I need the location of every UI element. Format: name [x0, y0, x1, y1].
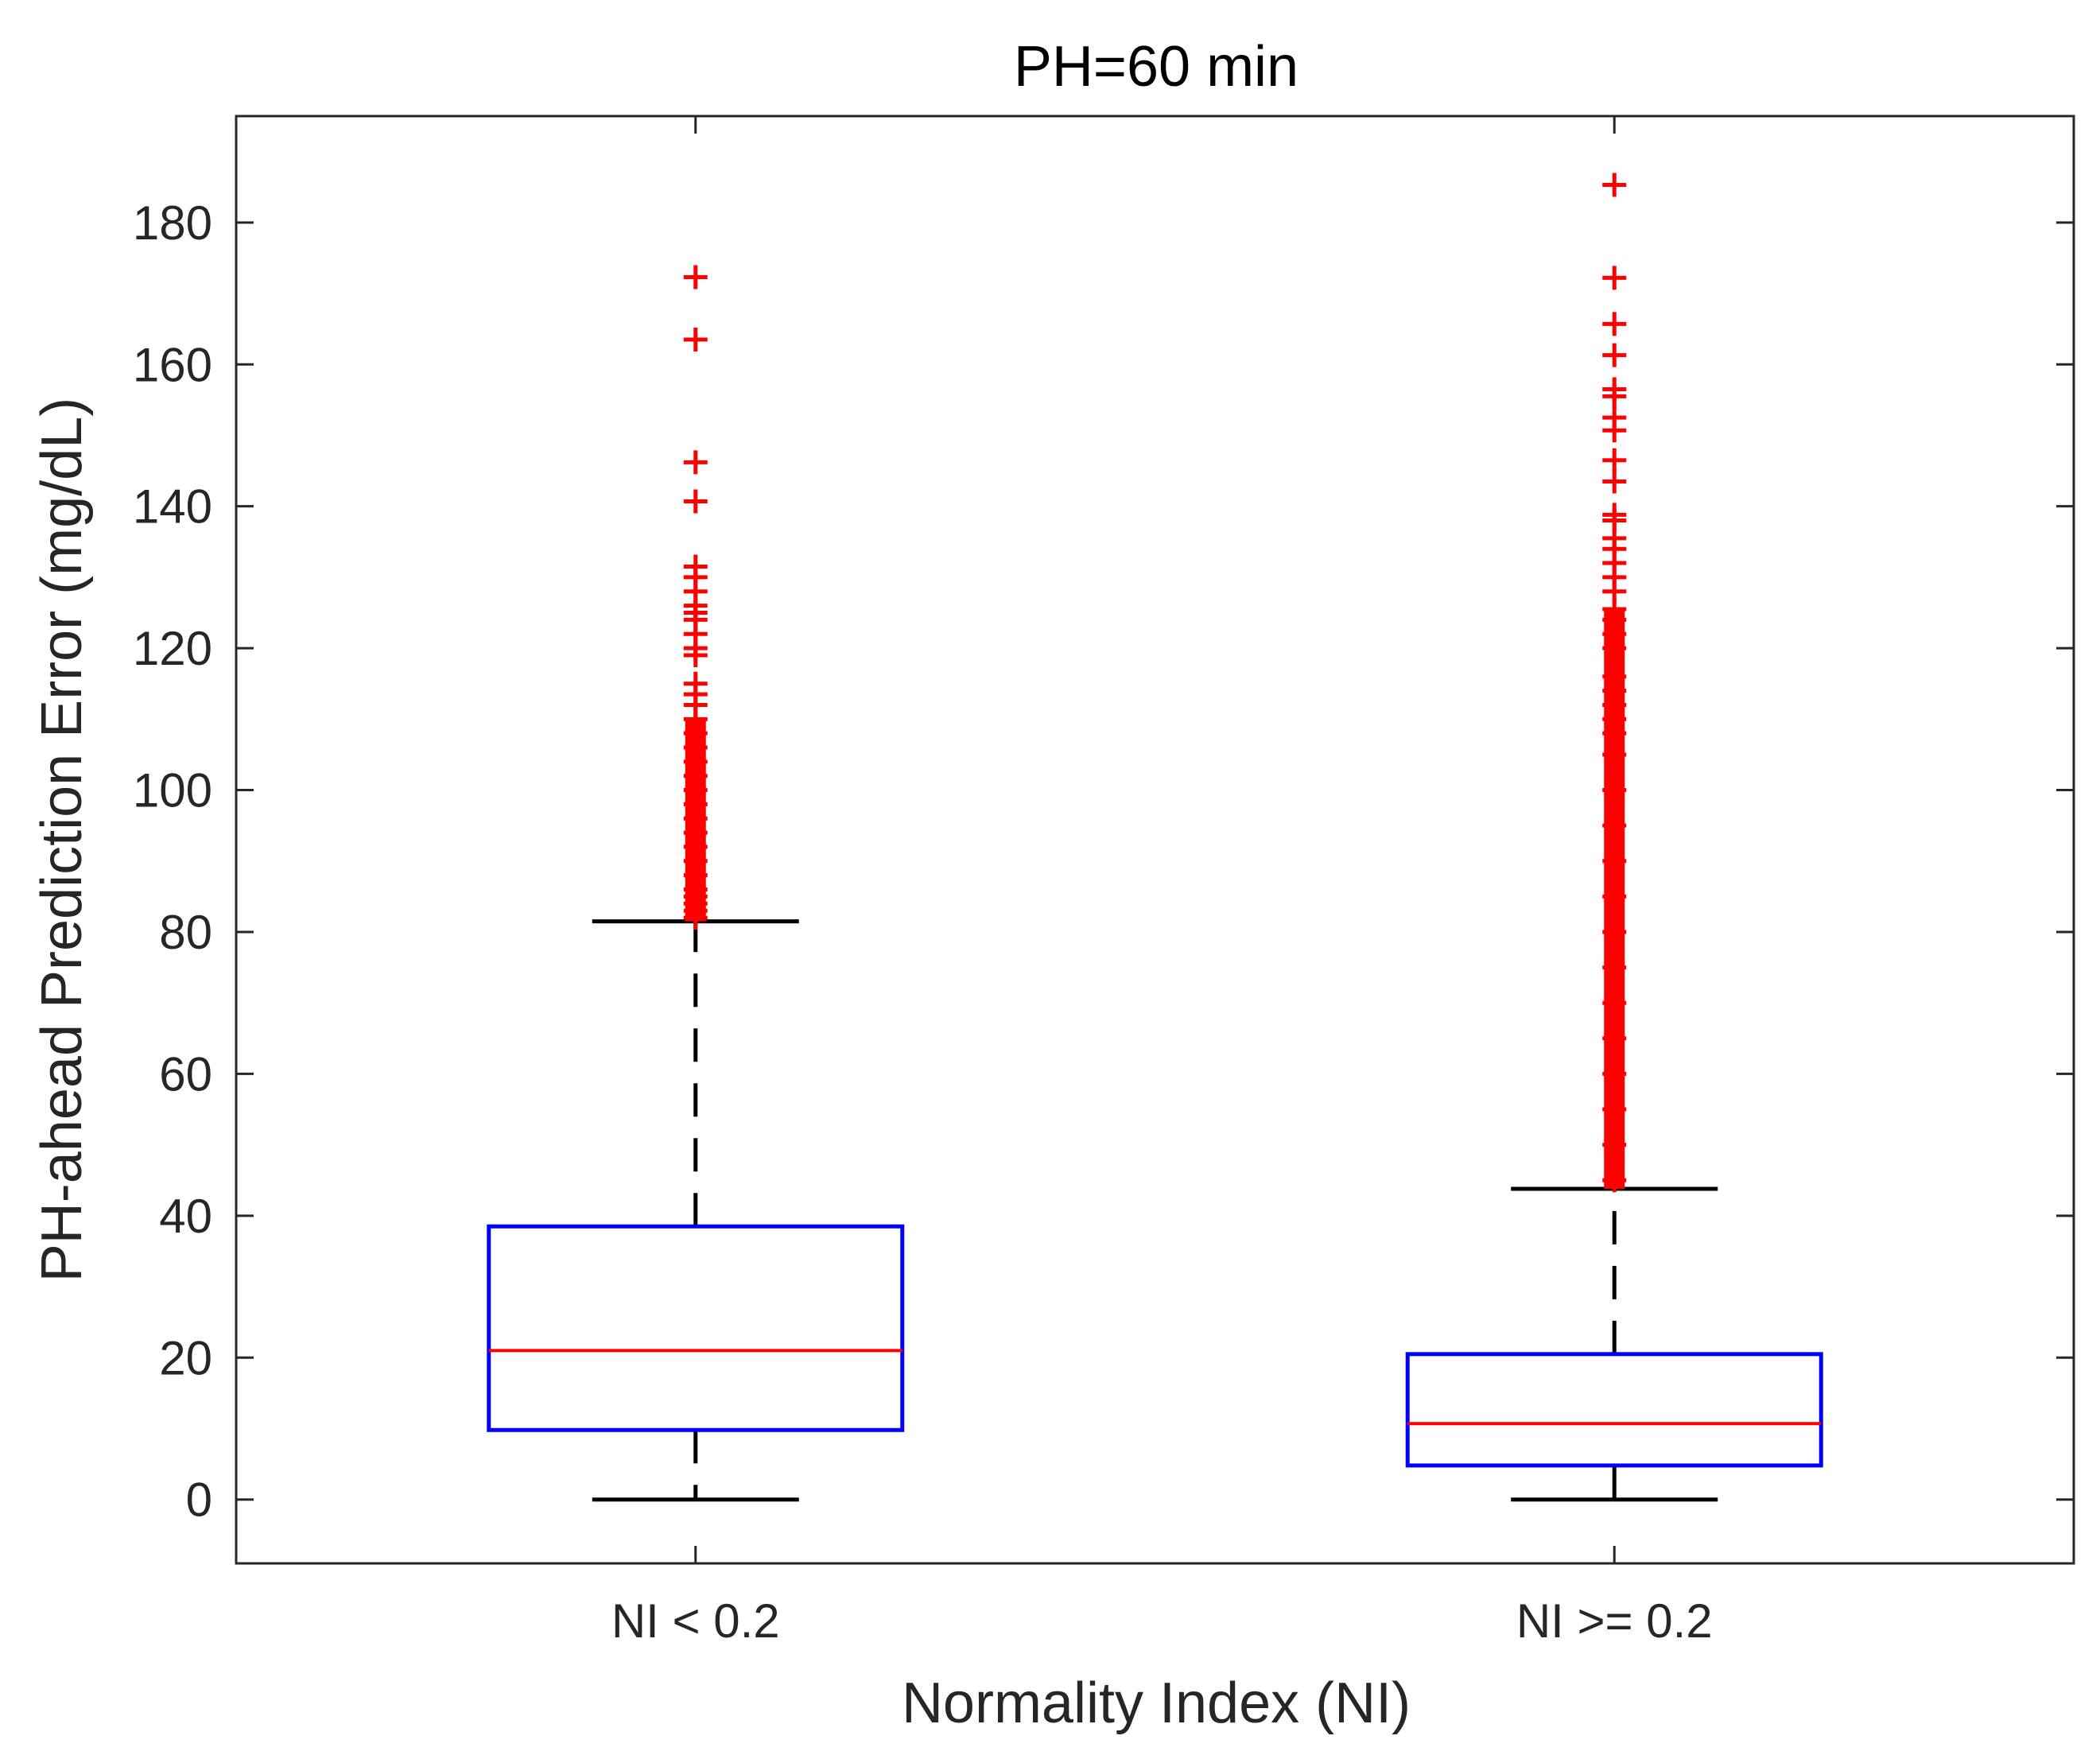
outlier-marker	[1602, 448, 1627, 472]
outlier-marker	[1602, 848, 1627, 873]
outlier-marker	[1602, 312, 1627, 336]
x-axis-label: Normality Index (NI)	[902, 1672, 1411, 1735]
x-tick-label: NI >= 0.2	[1516, 1594, 1713, 1648]
y-tick-label: 120	[133, 622, 212, 675]
outlier-marker	[1602, 266, 1627, 290]
outlier-marker	[1602, 377, 1627, 402]
outlier-marker	[1602, 1132, 1627, 1157]
outlier-marker	[1602, 664, 1627, 689]
axis-ticks: 0 20 40 60 80 100 120 140 160 180 NI < 0.2 NI >= 0.…	[133, 116, 2074, 1648]
outlier-marker	[1602, 884, 1627, 909]
axes-frame	[235, 115, 2075, 1565]
y-tick-label: 180	[133, 196, 212, 250]
y-tick-label: 80	[159, 906, 212, 959]
y-tick-label: 160	[133, 338, 212, 391]
outlier-marker	[1602, 173, 1627, 197]
y-tick-label: 20	[159, 1331, 212, 1384]
outlier-marker	[683, 671, 708, 696]
outlier-marker	[1602, 469, 1627, 494]
outlier-marker	[1602, 742, 1627, 767]
outlier-marker	[1602, 813, 1627, 838]
y-tick-label: 100	[133, 764, 212, 817]
y-tick-label: 140	[133, 480, 212, 534]
outlier-marker	[1602, 1062, 1627, 1086]
series-2-box	[1405, 1352, 1823, 1468]
y-tick-label: 0	[186, 1474, 212, 1527]
outlier-marker	[1602, 778, 1627, 802]
y-tick-label: 60	[159, 1047, 212, 1101]
outlier-marker	[1602, 1026, 1627, 1050]
outlier-marker	[1602, 955, 1627, 980]
outlier-marker	[1602, 919, 1627, 944]
y-tick-label: 40	[159, 1190, 212, 1243]
outlier-marker	[683, 328, 708, 352]
x-tick-label: NI < 0.2	[611, 1594, 780, 1648]
outlier-marker	[1602, 1097, 1627, 1122]
outlier-marker	[1602, 1168, 1627, 1193]
outlier-marker	[683, 450, 708, 475]
series-1-box	[487, 1224, 905, 1432]
outlier-marker	[1602, 343, 1627, 367]
outlier-marker	[1602, 991, 1627, 1015]
outlier-marker	[1602, 503, 1627, 527]
outlier-marker	[683, 554, 708, 579]
y-axis-label: PH-ahead Prediction Error (mg/dL)	[30, 398, 94, 1282]
outlier-marker	[683, 265, 708, 289]
outlier-marker	[1602, 406, 1627, 430]
chart-title: PH=60 min	[1014, 35, 1298, 99]
plot-area	[487, 173, 1823, 1502]
outlier-marker	[683, 489, 708, 514]
